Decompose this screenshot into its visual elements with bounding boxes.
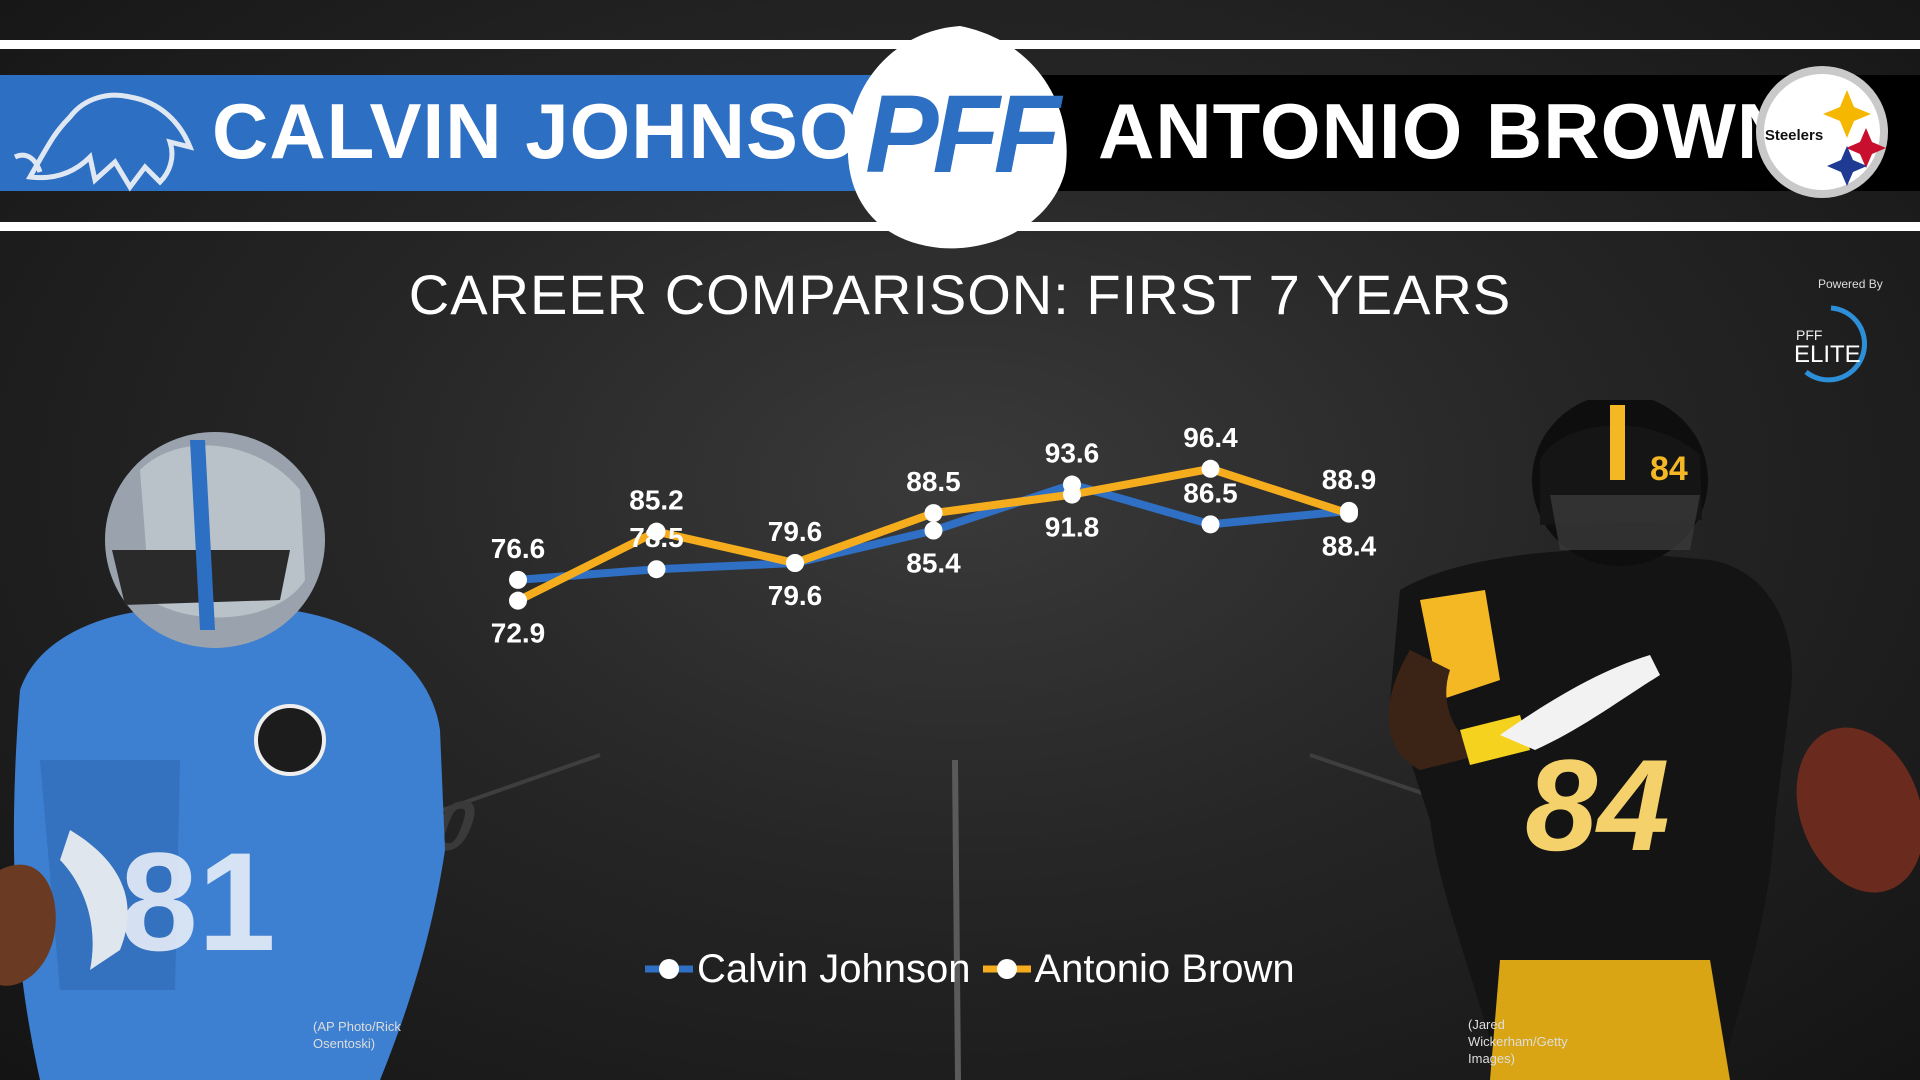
data-label-calvin-johnson: 85.4 xyxy=(906,548,961,579)
pff-logo-text: PFF xyxy=(865,73,1064,196)
legend-label-antonio-brown: Antonio Brown xyxy=(1034,946,1295,991)
legend-item-calvin-johnson: Calvin Johnson xyxy=(645,947,971,992)
data-label-antonio-brown: 85.2 xyxy=(629,485,684,516)
svg-text:84: 84 xyxy=(1650,450,1688,488)
legend-item-antonio-brown: Antonio Brown xyxy=(982,946,1295,992)
powered-by-label: Powered By xyxy=(1818,277,1883,291)
data-point-antonio-brown xyxy=(1201,459,1220,478)
data-point-calvin-johnson xyxy=(1201,515,1220,534)
data-point-calvin-johnson xyxy=(647,560,666,579)
data-label-antonio-brown: 79.6 xyxy=(768,580,823,611)
steelers-logo-icon: Steelers xyxy=(1756,66,1888,198)
data-label-antonio-brown: 72.9 xyxy=(491,618,546,649)
data-point-antonio-brown xyxy=(509,591,527,610)
pff-badge-label: PFF xyxy=(1796,327,1822,343)
legend-marker-antonio-brown-icon xyxy=(982,959,1031,979)
data-point-calvin-johnson xyxy=(509,570,527,589)
data-label-antonio-brown: 88.5 xyxy=(906,466,961,497)
svg-text:84: 84 xyxy=(1525,732,1670,878)
data-label-calvin-johnson: 79.6 xyxy=(768,516,823,547)
right-photo-credit: (Jared Wickerham/Getty Images) xyxy=(1468,1017,1568,1066)
svg-text:81: 81 xyxy=(120,823,276,980)
legend-marker-calvin-johnson-icon xyxy=(645,959,693,979)
data-point-antonio-brown xyxy=(786,554,804,573)
lions-logo-icon xyxy=(13,92,195,192)
legend-label-calvin-johnson: Calvin Johnson xyxy=(697,946,971,991)
data-point-antonio-brown xyxy=(1340,504,1358,523)
left-photo-credit: (AP Photo/Rick Osentoski) xyxy=(313,1019,401,1051)
data-point-calvin-johnson xyxy=(924,521,943,540)
data-point-antonio-brown xyxy=(1063,485,1081,504)
data-label-antonio-brown: 91.8 xyxy=(1045,512,1100,543)
chart-title: CAREER COMPARISON: FIRST 7 YEARS xyxy=(408,263,1512,326)
data-label-calvin-johnson: 93.6 xyxy=(1045,438,1100,469)
pff-logo-icon: PFF xyxy=(847,26,1070,249)
left-player-name: CALVIN JOHNSON xyxy=(212,87,918,175)
elite-badge-label: ELITE xyxy=(1794,341,1861,368)
data-label-calvin-johnson: 76.6 xyxy=(491,533,546,564)
pff-elite-badge-icon: PFF ELITE xyxy=(1794,305,1868,383)
calvin-johnson-photo: 81 xyxy=(0,432,445,1080)
data-label-antonio-brown: 88.4 xyxy=(1322,531,1377,562)
steelers-logo-text: Steelers xyxy=(1765,127,1823,144)
data-label-calvin-johnson: 88.9 xyxy=(1322,464,1377,495)
data-point-antonio-brown xyxy=(924,504,943,523)
chart-legend: Calvin Johnson Antonio Brown xyxy=(645,944,1307,994)
data-label-calvin-johnson: 86.5 xyxy=(1183,477,1238,508)
data-label-antonio-brown: 96.4 xyxy=(1183,422,1238,453)
antonio-brown-photo: 84 84 xyxy=(1388,400,1920,1080)
data-point-antonio-brown xyxy=(647,522,666,541)
right-player-name: ANTONIO BROWN xyxy=(1098,87,1795,175)
